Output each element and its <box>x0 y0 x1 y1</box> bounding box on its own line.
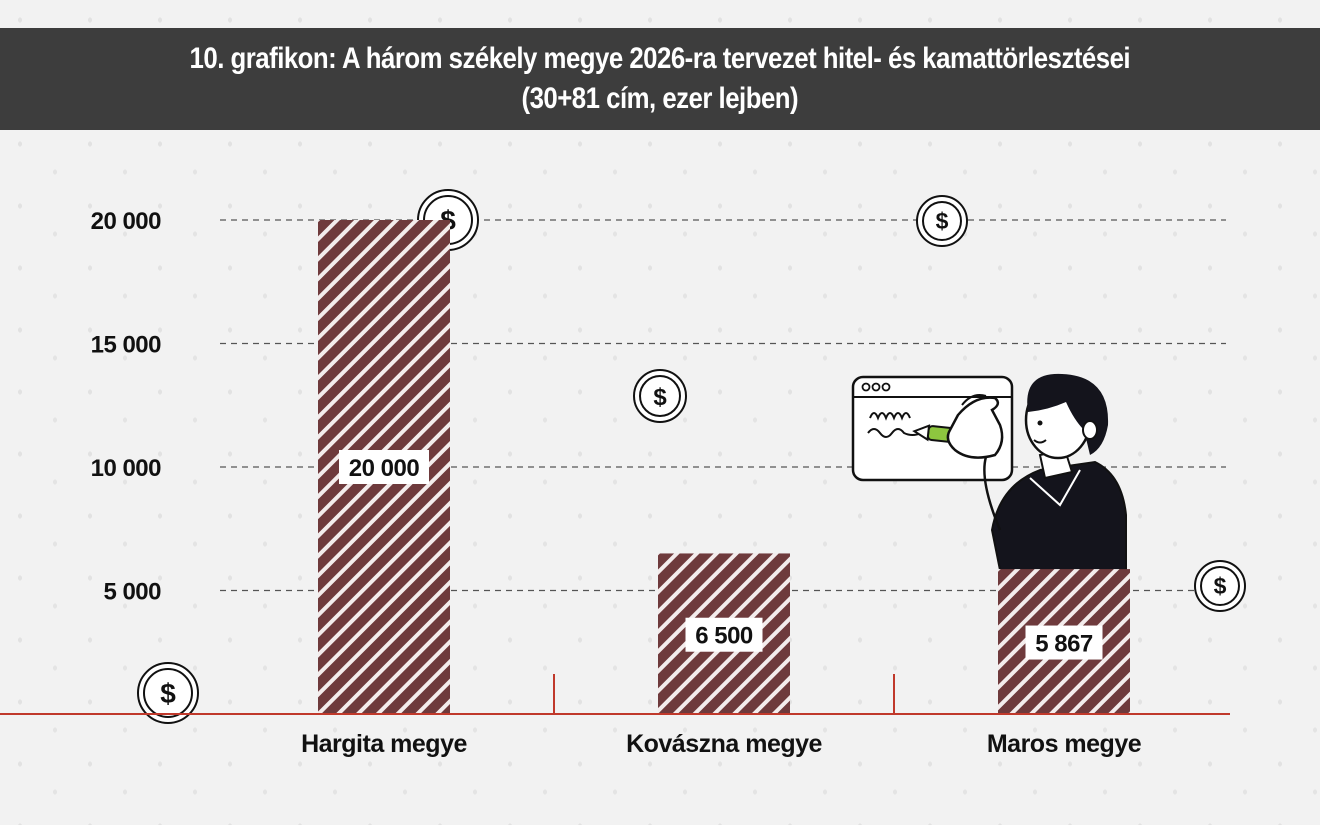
chart-title: 10. grafikon: A három székely megye 2026… <box>189 42 1131 75</box>
x-axis-ticks: Hargita megye Kovászna megye Maros megye <box>301 730 1142 758</box>
y-tick-label: 5 000 <box>103 579 161 606</box>
y-tick-label: 20 000 <box>91 208 162 235</box>
svg-text:$: $ <box>1214 573 1227 599</box>
dollar-coin-icon: $ <box>916 195 968 247</box>
x-tick-label: Kovászna megye <box>626 730 822 758</box>
person-writing-illustration <box>851 373 1127 571</box>
x-axis <box>0 674 1230 715</box>
y-tick-label: 15 000 <box>91 332 162 359</box>
chart-title-bar: 10. grafikon: A három székely megye 2026… <box>0 28 1320 130</box>
y-axis-ticks: 5 000 10 000 15 000 20 000 <box>91 208 162 606</box>
dollar-coin-icon: $ <box>633 369 687 423</box>
data-label: 6 500 <box>695 623 753 650</box>
svg-text:$: $ <box>936 208 949 234</box>
x-tick-label: Maros megye <box>987 730 1142 758</box>
data-label-box <box>685 617 763 652</box>
data-label: 20 000 <box>349 455 420 482</box>
chart-subtitle: (30+81 cím, ezer lejben) <box>521 82 799 115</box>
svg-text:$: $ <box>160 678 176 709</box>
data-labels: 20 000 6 500 5 867 <box>339 450 1103 660</box>
dollar-coin-icon: $ <box>137 662 199 724</box>
dollar-coin-icon: $ <box>1194 560 1246 612</box>
y-tick-label: 10 000 <box>91 455 162 482</box>
x-tick-label: Hargita megye <box>301 730 467 758</box>
data-label-box <box>339 450 429 484</box>
svg-text:$: $ <box>653 384 667 411</box>
data-label: 5 867 <box>1035 631 1093 658</box>
data-label-box <box>1025 625 1103 660</box>
